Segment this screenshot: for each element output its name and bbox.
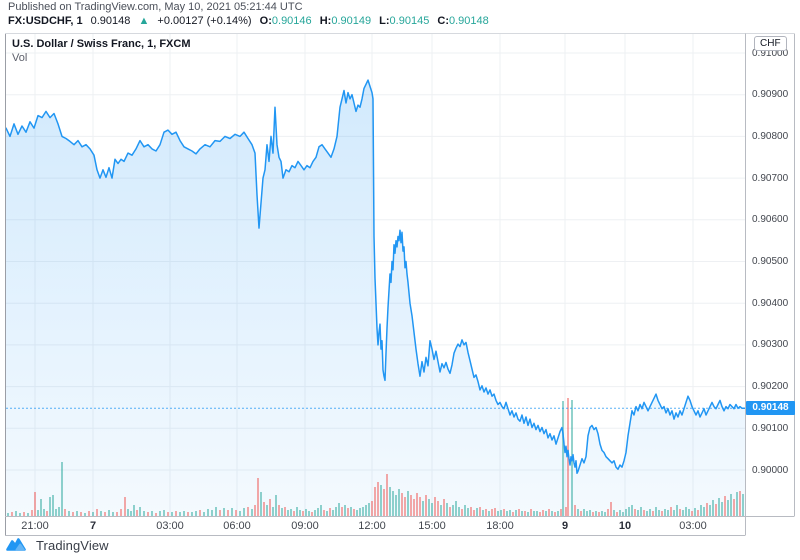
symbol-name: FX:USDCHF, 1 <box>8 15 83 27</box>
tradingview-logo-icon[interactable] <box>6 537 29 553</box>
price-change: +0.00127 (+0.14%) <box>157 15 252 27</box>
time-tick-label: 18:00 <box>486 520 514 532</box>
symbol-summary: FX:USDCHF, 1 0.90148 ▲ +0.00127 (+0.14%)… <box>8 15 489 27</box>
chart-legend: U.S. Dollar / Swiss Franc, 1, FXCM Vol <box>12 37 191 65</box>
price-tick-label: 0.90900 <box>752 89 789 101</box>
chart-title: U.S. Dollar / Swiss Franc, 1, FXCM <box>12 38 191 50</box>
footer: TradingView <box>6 537 109 553</box>
price-tick-label: 0.90800 <box>752 130 789 142</box>
time-tick-label: 09:00 <box>291 520 319 532</box>
price-tick-label: 0.90000 <box>752 464 789 476</box>
price-tick-label: 0.90500 <box>752 256 789 267</box>
time-tick-label: 03:00 <box>156 520 184 532</box>
time-tick-label: 12:00 <box>358 520 386 532</box>
price-tick-label: 0.90200 <box>752 381 789 393</box>
low-label: L: <box>379 15 390 27</box>
open-label: O: <box>259 15 272 27</box>
volume-indicator-label: Vol <box>12 52 28 64</box>
price-tick-label: 0.90400 <box>752 297 789 309</box>
time-tick-label: 03:00 <box>679 520 707 532</box>
price-tick-label: 0.90700 <box>752 172 789 184</box>
low-value: 0.90145 <box>389 15 430 27</box>
price-line <box>5 79 746 475</box>
time-tick-label: 15:00 <box>418 520 446 532</box>
time-tick-label: 21:00 <box>21 520 49 532</box>
time-tick-label: 06:00 <box>223 520 251 532</box>
price-tick-label: 0.91000 <box>752 47 789 59</box>
open-value: 0.90146 <box>271 15 312 27</box>
time-tick-label: 9 <box>561 520 569 532</box>
time-tick-label: 7 <box>89 520 97 532</box>
brand-name[interactable]: TradingView <box>36 537 109 553</box>
last-price-badge: 0.90148 <box>746 401 795 415</box>
currency-badge: CHF <box>754 36 787 51</box>
published-line: Published on TradingView.com, May 10, 20… <box>8 1 303 13</box>
price-tick-label: 0.90600 <box>752 214 789 226</box>
close-label: C: <box>437 15 449 27</box>
price-tick-label: 0.90100 <box>752 422 789 434</box>
high-label: H: <box>319 15 332 27</box>
close-value: 0.90148 <box>448 15 489 27</box>
up-arrow-icon: ▲ <box>138 15 150 27</box>
price-tick-label: 0.90300 <box>752 339 789 351</box>
last-price: 0.90148 <box>90 15 131 27</box>
time-tick-label: 10 <box>618 520 632 532</box>
high-value: 0.90149 <box>331 15 372 27</box>
chart-frame <box>5 33 795 536</box>
